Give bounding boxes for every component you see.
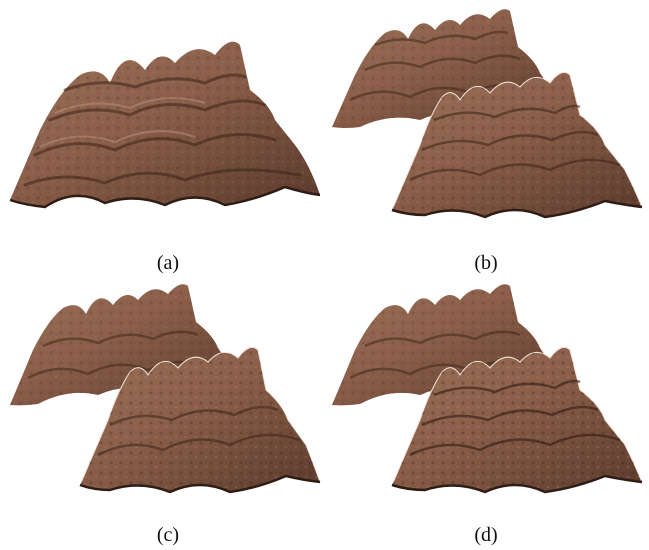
terrain-surface-b: [332, 9, 643, 219]
panel-c: [8, 280, 323, 495]
caption-d: (d): [474, 524, 498, 546]
panel-d: [330, 280, 645, 495]
panel-a: [5, 35, 325, 215]
caption-a: (a): [156, 252, 180, 274]
caption-b: (b): [474, 252, 498, 274]
terrain-surface-a: [9, 41, 321, 209]
caption-c: (c): [156, 524, 180, 546]
panel-b: [330, 5, 645, 220]
terrain-surface-d: [332, 284, 643, 494]
terrain-surface-c: [10, 284, 321, 494]
